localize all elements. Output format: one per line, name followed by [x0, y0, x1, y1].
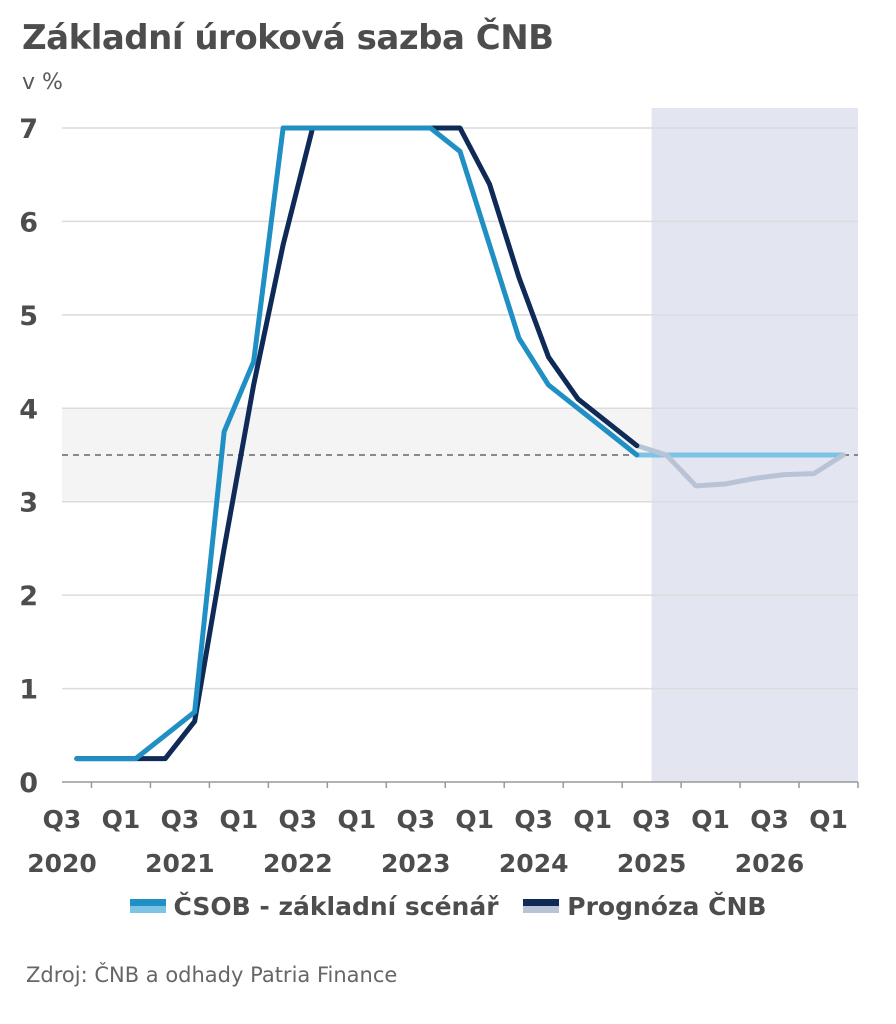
series-lines [74, 125, 846, 762]
x-year-label: 2023 [381, 849, 451, 878]
x-tick-label: Q1 [455, 805, 494, 834]
y-axis-unit: v % [22, 70, 63, 95]
forecast-region [651, 108, 858, 782]
legend-swatch-csob [129, 899, 166, 913]
x-tick-label: Q1 [573, 805, 612, 834]
x-tick-label: Q3 [161, 805, 200, 834]
y-tick-label: 4 [19, 394, 38, 425]
y-tick-label: 1 [19, 675, 38, 706]
y-tick-label: 6 [19, 207, 38, 238]
series-forecast-line [634, 443, 846, 489]
legend-label-csob: ČSOB - základní scénář [173, 891, 499, 921]
x-tick-label: Q1 [220, 805, 259, 834]
x-tick-label: Q3 [632, 805, 671, 834]
x-tick-label: Q3 [279, 805, 318, 834]
gridlines [62, 127, 858, 690]
x-year-label: 2020 [27, 849, 97, 878]
legend-swatch-cnb [523, 899, 560, 913]
y-tick-label: 7 [19, 114, 38, 145]
x-tick-label: Q3 [750, 805, 789, 834]
y-tick-label: 5 [19, 301, 38, 332]
x-tick-label: Q1 [102, 805, 141, 834]
x-tick-label: Q1 [337, 805, 376, 834]
x-year-label: 2025 [617, 849, 687, 878]
legend-item-csob: ČSOB - základní scénář [129, 891, 499, 921]
x-tick-label: Q1 [809, 805, 848, 834]
series-actual-line [74, 125, 640, 762]
x-year-label: 2021 [145, 849, 215, 878]
y-tick-label: 3 [19, 488, 38, 519]
x-tick-label: Q1 [691, 805, 730, 834]
source-note: Zdroj: ČNB a odhady Patria Finance [26, 963, 398, 987]
target-band [62, 408, 652, 502]
legend-item-cnb: Prognóza ČNB [523, 892, 766, 921]
y-tick-label: 0 [19, 768, 38, 799]
x-year-label: 2024 [499, 849, 569, 878]
x-year-label: 2026 [735, 849, 805, 878]
legend: ČSOB - základní scénář Prognóza ČNB [0, 890, 896, 921]
chart-title: Základní úroková sazba ČNB [22, 18, 554, 58]
y-tick-label: 2 [19, 581, 38, 612]
legend-label-cnb: Prognóza ČNB [567, 891, 767, 921]
x-tick-label: Q3 [396, 805, 435, 834]
x-year-label: 2022 [263, 849, 333, 878]
chart-background [62, 108, 858, 782]
x-tick-label: Q3 [43, 805, 82, 834]
x-tick-label: Q3 [514, 805, 553, 834]
